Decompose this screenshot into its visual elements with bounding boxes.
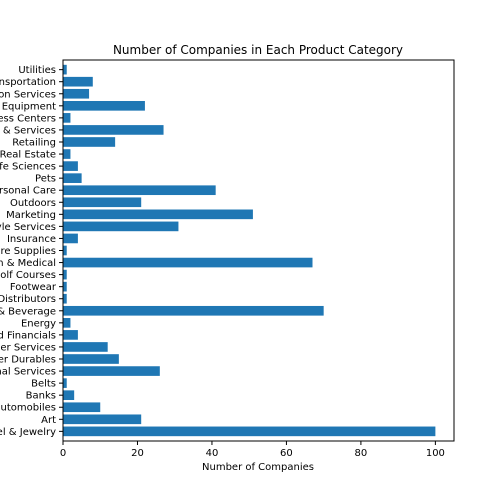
y-tick-label: Footwear: [10, 282, 57, 293]
y-tick-label: fe Sciences: [0, 162, 56, 173]
bar-3: [63, 390, 75, 401]
bar-20: [63, 185, 216, 196]
bar-26: [63, 113, 71, 123]
y-tick-label: & Services: [3, 125, 56, 136]
y-tick-label: on Services: [0, 89, 56, 100]
bar-1: [63, 414, 142, 425]
bar-4: [63, 378, 67, 388]
y-tick-label: d Financials: [0, 330, 56, 341]
y-tick-label: h & Medical: [0, 258, 56, 269]
bar-5: [63, 366, 160, 376]
bar-18: [63, 209, 253, 220]
y-tick-label: nal Services: [0, 367, 56, 378]
bar-30: [63, 64, 67, 75]
bar-23: [63, 149, 71, 159]
x-tick-label: 40: [206, 448, 219, 459]
x-tick-label: 0: [60, 448, 66, 459]
bar-14: [63, 257, 313, 268]
chart-title: Number of Companies in Each Product Cate…: [113, 43, 403, 57]
y-tick-label: Equipment: [2, 101, 56, 112]
bar-29: [63, 76, 93, 87]
bar-17: [63, 221, 179, 232]
y-tick-label: olf Courses: [0, 270, 56, 281]
x-tick-label: 60: [280, 448, 293, 459]
y-tick-label: Real Estate: [0, 150, 56, 161]
bar-24: [63, 137, 116, 147]
y-tick-label: Outdoors: [10, 198, 56, 209]
bar-15: [63, 245, 67, 256]
y-tick-label: utomobiles: [0, 403, 56, 414]
bar-0: [63, 426, 436, 437]
y-tick-label: Art: [41, 415, 56, 426]
y-tick-label: Distributors: [0, 294, 56, 305]
bar-22: [63, 161, 78, 171]
y-tick-label: Banks: [26, 391, 56, 402]
x-axis-ticks: 0 20 40 60 80 100: [60, 441, 445, 459]
x-tick-label: 100: [426, 448, 445, 459]
bar-2: [63, 402, 101, 413]
bar-11: [63, 293, 67, 304]
y-tick-label: er Services: [0, 342, 56, 353]
bar-21: [63, 173, 82, 183]
bar-13: [63, 269, 67, 280]
bar-27: [63, 100, 145, 111]
x-tick-label: 20: [131, 448, 144, 459]
y-tick-label: nsportation: [0, 77, 56, 88]
y-tick-label: & Beverage: [0, 306, 56, 317]
x-axis-label: Number of Companies: [202, 462, 314, 473]
y-tick-label: Energy: [21, 318, 56, 329]
y-tick-label: Marketing: [6, 210, 56, 221]
bar-6: [63, 354, 119, 364]
y-tick-label: yle Services: [0, 222, 56, 233]
y-tick-label: Retailing: [12, 137, 56, 148]
y-tick-label: ess Centers: [0, 113, 56, 124]
bar-12: [63, 281, 67, 292]
bar-7: [63, 342, 108, 352]
bar-19: [63, 197, 142, 208]
plot-frame: [62, 59, 455, 442]
y-tick-label: rsonal Care: [0, 186, 56, 197]
bar-25: [63, 125, 164, 135]
y-tick-label: el & Jewelry: [0, 427, 56, 438]
bar-16: [63, 233, 78, 244]
y-tick-label: re Supplies: [0, 246, 56, 257]
y-tick-label: er Durables: [0, 355, 56, 366]
bar-8: [63, 330, 78, 340]
bar-9: [63, 318, 71, 328]
bar-10: [63, 305, 324, 316]
y-tick-label: Belts: [31, 379, 56, 390]
y-tick-label: Utilities: [18, 65, 56, 76]
bars-group: [63, 64, 436, 437]
y-tick-label: Pets: [35, 174, 56, 185]
bar-28: [63, 88, 90, 99]
x-tick-label: 80: [355, 448, 368, 459]
y-tick-label: Insurance: [7, 234, 56, 245]
